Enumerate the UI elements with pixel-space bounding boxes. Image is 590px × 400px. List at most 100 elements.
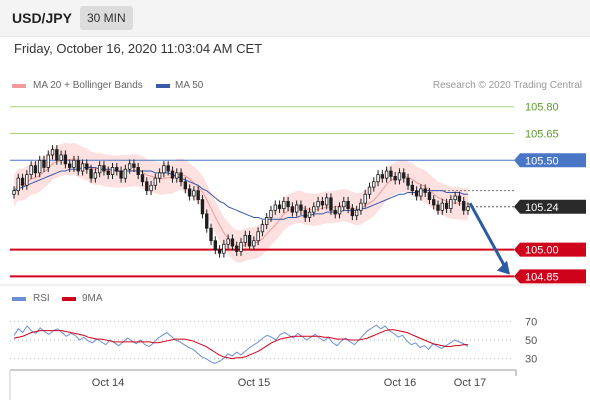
candle-body [25, 174, 29, 186]
candle-body [367, 186, 372, 195]
candle-body [243, 234, 247, 243]
candle-body [333, 209, 337, 215]
candle-body [277, 204, 282, 209]
candle-body [119, 170, 123, 179]
candle-body [200, 199, 205, 215]
candle-body [187, 188, 192, 197]
candle-body [38, 159, 42, 174]
candle-body [457, 195, 462, 202]
x-tick-label: Oct 14 [92, 377, 124, 389]
candle-body [89, 168, 93, 179]
candle-body [239, 242, 243, 252]
candle-body [217, 249, 222, 254]
candle-body [372, 181, 376, 188]
candle-body [359, 202, 363, 211]
candle-body [179, 172, 183, 183]
rsi-ma-legend-label: 9MA [82, 293, 103, 304]
candle-body [149, 184, 153, 192]
candle-body [196, 190, 200, 201]
candle-body [303, 209, 307, 218]
candle-body [127, 163, 132, 170]
source-credit: Research © 2020 Trading Central [432, 80, 582, 91]
price-labels: 105.80 105.65 105.50 105.00 104.85 105.24 [514, 102, 586, 284]
candle-body [389, 170, 393, 177]
candle-body [213, 240, 217, 251]
candle-body [123, 168, 128, 179]
candle-body [427, 192, 432, 201]
candle-body [384, 170, 389, 179]
bollinger-band [14, 142, 468, 263]
candle-body [192, 190, 196, 197]
timeframe-button[interactable]: 30 MIN [80, 6, 133, 30]
candle-body [436, 204, 440, 211]
candle-body [136, 167, 140, 176]
level-label-105.80: 105.80 [525, 102, 559, 114]
candle-body [110, 167, 115, 176]
candle-body [230, 238, 235, 247]
forecast-arrowhead [497, 260, 510, 275]
x-axis: Oct 14 Oct 15 Oct 16 Oct 17 [9, 369, 517, 400]
candle-body [63, 154, 68, 165]
level-label-104.85: 104.85 [525, 271, 559, 283]
forecast-arrow [468, 202, 510, 275]
candle-body [273, 204, 277, 211]
candle-body [260, 224, 265, 233]
candle-body [33, 165, 38, 174]
candle-body [286, 200, 290, 208]
level-label-105.00: 105.00 [525, 245, 559, 257]
candle-body [157, 172, 162, 179]
rsi-tick-30: 30 [525, 354, 537, 366]
candle-body [205, 213, 209, 229]
candle-body [16, 177, 20, 192]
bollinger-band-area [14, 142, 468, 263]
candle-body [209, 227, 213, 242]
candle-body [46, 154, 50, 168]
candle-body [376, 174, 380, 183]
candle-body [97, 165, 102, 174]
candle-body [337, 206, 342, 215]
candle-body [312, 206, 316, 213]
candle-body [80, 163, 85, 172]
candle-body [406, 177, 410, 186]
level-label-105.50: 105.50 [525, 155, 559, 167]
rsi-legend-swatch [12, 297, 26, 301]
last-price-tag [514, 199, 586, 214]
candle-body [29, 165, 33, 176]
rsi-ma-legend-swatch [62, 297, 76, 301]
candle-body [402, 172, 406, 179]
ma50-legend-swatch [156, 84, 170, 88]
candle-body [170, 170, 175, 179]
candle-body [440, 202, 444, 211]
x-tick-label: Oct 16 [384, 377, 416, 389]
rsi-panel: 70 50 30 [0, 284, 590, 366]
rsi-tick-70: 70 [525, 316, 537, 328]
rsi-tick-50: 50 [525, 335, 537, 347]
candle-body [76, 159, 80, 172]
header-divider [0, 36, 590, 37]
candle-body [324, 197, 329, 206]
bollinger-legend-label: MA 20 + Bollinger Bands [33, 80, 143, 91]
x-tick-label: Oct 15 [238, 377, 270, 389]
level-tag-104.85 [514, 269, 586, 284]
candle-body [252, 240, 256, 247]
candle-body [329, 197, 333, 211]
ma50-line [13, 166, 468, 220]
candle-body [380, 174, 385, 179]
candle-body [290, 206, 295, 213]
candle-body [414, 190, 419, 197]
candle-body [449, 199, 453, 209]
rsi-ma-line [13, 329, 468, 360]
candle-body [50, 149, 55, 156]
candle-body [59, 154, 63, 161]
candle-body [175, 172, 179, 179]
candle-body [145, 181, 149, 192]
candle-body [93, 172, 98, 179]
symbol-title: USD/JPY [12, 10, 72, 26]
candle-body [466, 206, 470, 211]
candle-body [42, 159, 46, 168]
last-price-label: 105.24 [525, 202, 559, 214]
candle-body [235, 245, 239, 252]
candle-body [265, 217, 269, 226]
candle-body [444, 202, 449, 209]
